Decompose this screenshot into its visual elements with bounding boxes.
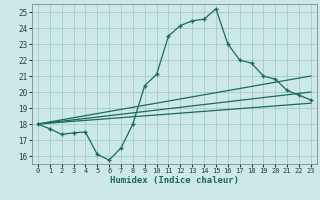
X-axis label: Humidex (Indice chaleur): Humidex (Indice chaleur) bbox=[110, 176, 239, 185]
